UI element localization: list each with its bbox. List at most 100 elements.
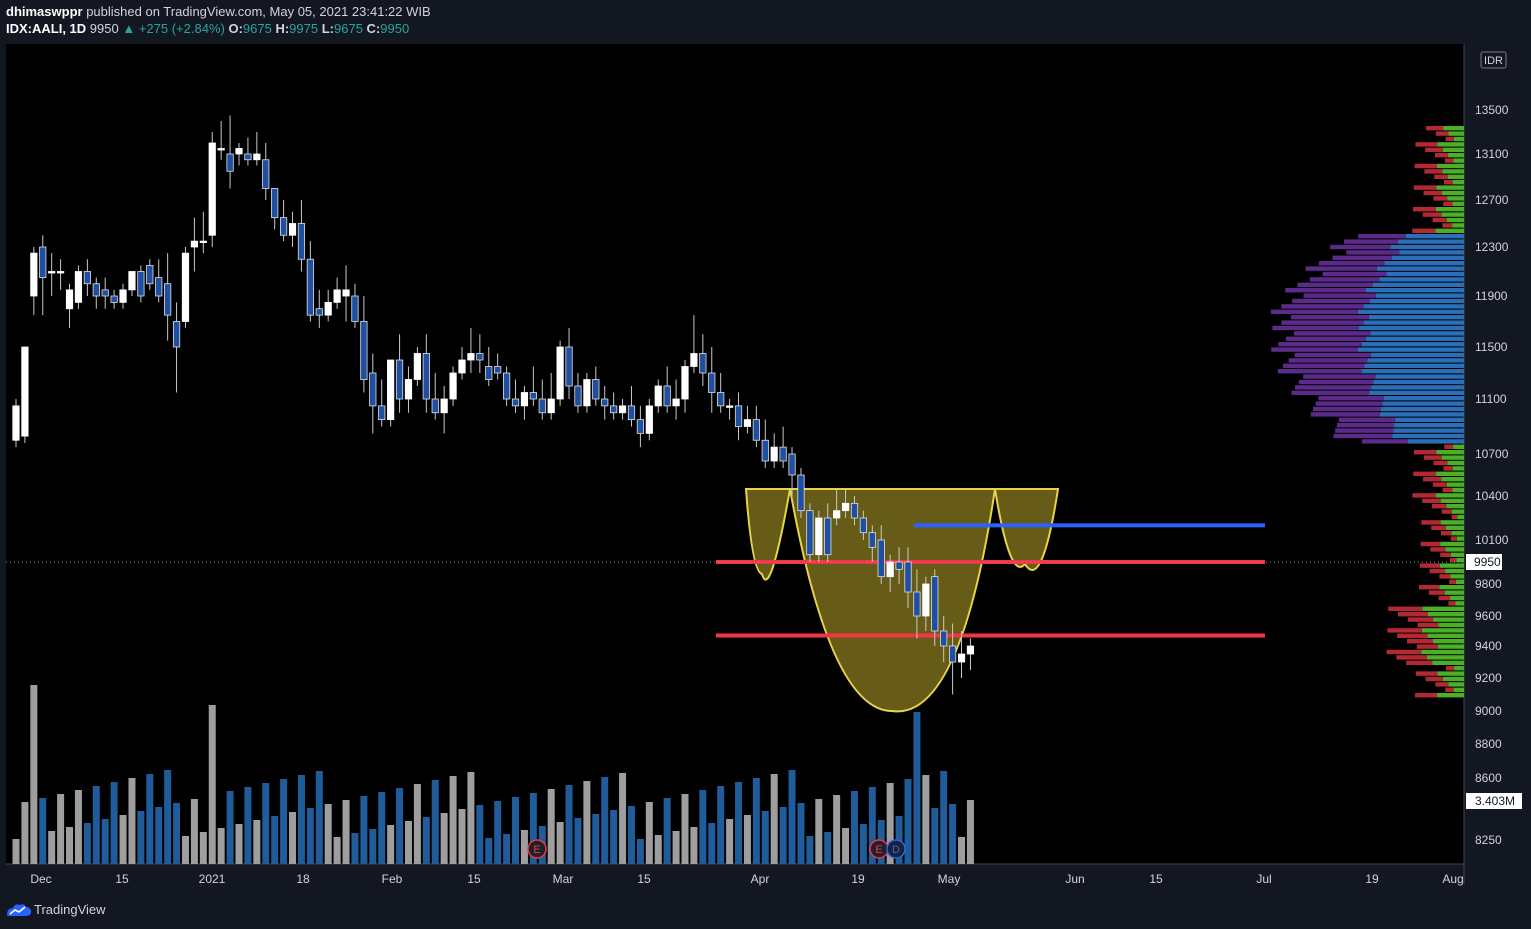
candle-body xyxy=(181,252,190,322)
low-value: 9675 xyxy=(334,21,363,36)
candle-body xyxy=(65,289,74,310)
cup-and-handle-pattern[interactable] xyxy=(744,488,1060,713)
volume-bar xyxy=(333,837,341,864)
tradingview-brand[interactable]: TradingView xyxy=(34,902,106,917)
volume-bar xyxy=(699,790,707,864)
currency-badge[interactable]: IDR xyxy=(1480,51,1507,69)
candle-body xyxy=(351,295,359,322)
candle-body xyxy=(458,359,466,374)
candle-body xyxy=(770,446,778,462)
candle-body xyxy=(199,240,207,244)
vp-bar xyxy=(1407,439,1464,444)
vp-bar xyxy=(1405,234,1464,239)
vp-bar xyxy=(1426,655,1464,660)
cup-handle-shape[interactable] xyxy=(744,488,1060,713)
target-line[interactable] xyxy=(914,523,1265,528)
candle-body xyxy=(21,346,29,437)
vp-bar xyxy=(1432,217,1447,223)
vp-bar xyxy=(1277,369,1362,374)
volume-bar xyxy=(378,792,386,864)
vp-bar xyxy=(1437,142,1464,147)
volume-bar xyxy=(458,809,466,864)
volume-bar xyxy=(717,786,725,864)
volume-bar xyxy=(708,823,716,864)
vp-bar xyxy=(1303,293,1376,298)
event-marker-e[interactable]: E xyxy=(527,839,547,859)
vp-bar xyxy=(1382,401,1464,406)
price-tick-label: 8600 xyxy=(1475,771,1502,785)
price-axis[interactable]: 13500 13100 12700 12300 11900 11500 11100 10700… xyxy=(1466,103,1522,847)
price-tick-label: 9200 xyxy=(1475,671,1502,685)
publish-info: dhimaswppr published on TradingView.com,… xyxy=(6,4,431,19)
publish-date: published on TradingView.com, May 05, 20… xyxy=(86,4,431,19)
volume-bar xyxy=(369,829,377,864)
vp-bar xyxy=(1333,433,1393,439)
candle-body xyxy=(476,353,484,361)
candle-body xyxy=(547,398,555,414)
candle-body xyxy=(654,385,662,407)
vp-bar xyxy=(1435,493,1464,498)
support-line[interactable] xyxy=(716,633,1265,638)
volume-tag-label: 3.403M xyxy=(1475,794,1515,808)
vp-bar xyxy=(1437,671,1464,676)
vp-bar xyxy=(1439,585,1464,590)
vp-bar xyxy=(1439,563,1464,568)
candle-body xyxy=(743,419,752,427)
volume-profile xyxy=(1270,126,1464,698)
close-label: C: xyxy=(366,21,381,36)
volume-bar xyxy=(173,803,181,864)
time-axis[interactable]: Dec 15 2021 18 Feb 15 Mar 15 Apr 19 May Jun 15 Jul 19 A… xyxy=(30,872,1463,886)
close-value: 9950 xyxy=(380,21,410,36)
volume-bar xyxy=(422,817,430,864)
candle-body xyxy=(886,561,894,578)
vp-bar xyxy=(1344,239,1399,244)
vp-bar xyxy=(1397,633,1428,638)
volume-bar xyxy=(235,824,243,864)
candle-body xyxy=(574,385,582,407)
event-marker-d[interactable]: D xyxy=(886,839,906,859)
vp-bar xyxy=(1363,320,1464,325)
tradingview-logo-icon[interactable] xyxy=(6,902,32,918)
volume-bar xyxy=(824,832,832,864)
vp-bar xyxy=(1430,547,1446,552)
candle-body xyxy=(279,217,288,236)
volume-bar xyxy=(529,793,537,864)
last-price: 9950 xyxy=(89,21,119,36)
high-value: 9975 xyxy=(289,21,319,36)
candle-body xyxy=(12,405,20,441)
vp-bar xyxy=(1422,606,1464,611)
vp-bar xyxy=(1436,471,1464,476)
price-levels[interactable] xyxy=(6,523,1464,638)
vp-bar xyxy=(1291,390,1370,395)
vp-bar xyxy=(1371,385,1464,390)
vp-bar xyxy=(1290,315,1369,320)
candle-body xyxy=(208,142,216,236)
vp-bar xyxy=(1387,628,1422,633)
symbol-name[interactable]: IDX:AALI, 1D xyxy=(6,21,87,36)
event-marker-e[interactable]: E xyxy=(869,839,889,859)
vp-bar xyxy=(1293,331,1371,336)
candle-body xyxy=(610,405,618,414)
vp-bar xyxy=(1407,617,1434,622)
candle-body xyxy=(841,502,850,512)
volume-bar xyxy=(92,786,100,864)
candle-body xyxy=(913,591,921,617)
vp-bar xyxy=(1407,639,1433,644)
vp-bar xyxy=(1454,666,1464,671)
vp-bar xyxy=(1455,601,1464,606)
candle-body xyxy=(931,576,939,632)
volume-bar xyxy=(146,774,154,864)
author-name[interactable]: dhimaswppr xyxy=(6,4,83,19)
candle-body xyxy=(110,295,118,303)
candle-body xyxy=(449,372,457,400)
volume-bar xyxy=(476,805,484,864)
vp-bar xyxy=(1448,682,1464,687)
volume-bar xyxy=(280,779,288,864)
candle-body xyxy=(788,453,796,476)
candle-body xyxy=(57,271,65,274)
volume-bar xyxy=(324,804,332,864)
volume-bar xyxy=(592,814,600,864)
price-tick-label: 11500 xyxy=(1475,340,1508,354)
